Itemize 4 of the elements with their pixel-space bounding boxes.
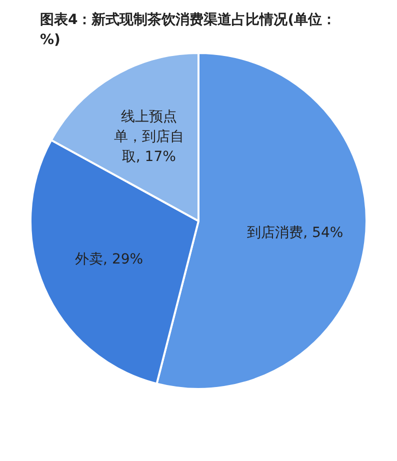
slice-label: 线上预点单，到店自取, 17%	[114, 108, 184, 165]
slice-label: 外卖, 29%	[75, 251, 144, 268]
slice-label: 到店消费, 54%	[247, 224, 344, 241]
chart-title: 图表4：新式现制茶饮消费渠道占比情况(单位：%)	[40, 10, 338, 50]
